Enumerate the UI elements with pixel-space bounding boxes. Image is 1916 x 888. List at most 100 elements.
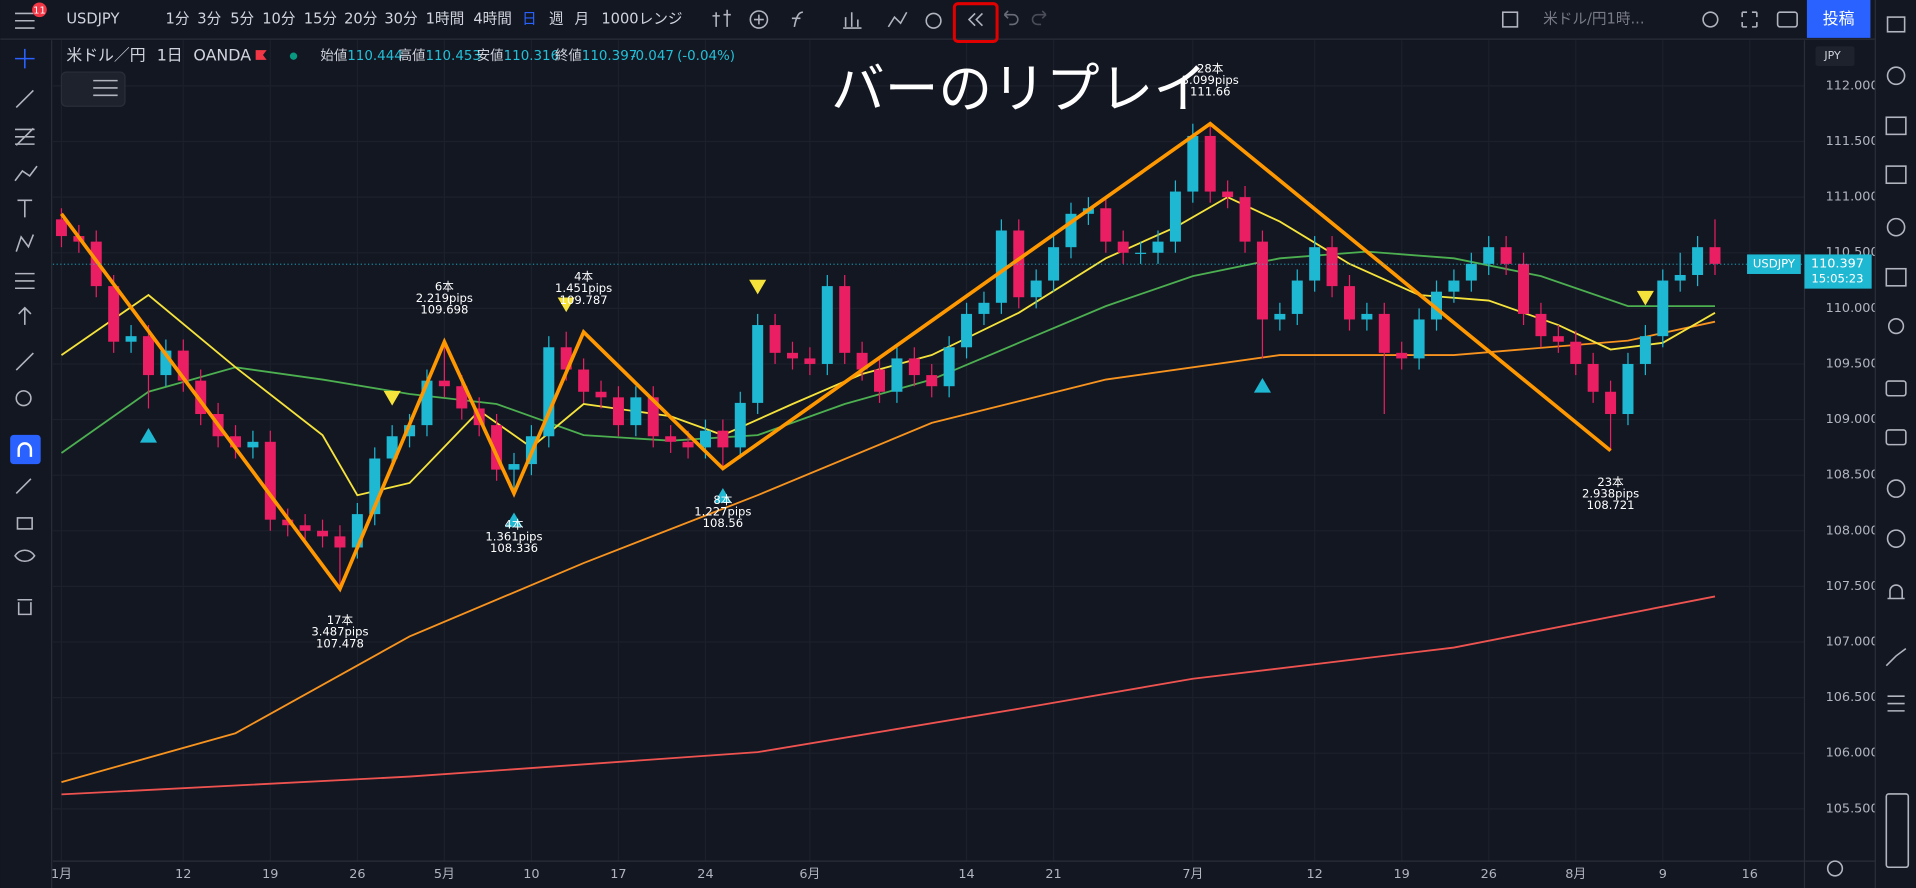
- replay-button[interactable]: [967, 12, 983, 27]
- candle-body: [1483, 247, 1495, 264]
- shape-tool[interactable]: [15, 272, 35, 290]
- ruler-tool[interactable]: [15, 352, 34, 371]
- notifications-icon[interactable]: [1887, 584, 1905, 600]
- candle-body: [1204, 135, 1216, 192]
- zigzag-label: 3.099pips: [1182, 73, 1239, 87]
- lock-tool[interactable]: [16, 517, 33, 530]
- x-tick-label: 5月: [434, 867, 455, 882]
- interval-button[interactable]: 日: [522, 11, 537, 28]
- broadcast-icon[interactable]: [1886, 479, 1906, 498]
- watchlist-icon[interactable]: [1886, 16, 1906, 33]
- candle-body: [595, 391, 607, 398]
- interval-button[interactable]: 4時間: [473, 11, 512, 28]
- indicator-toggle[interactable]: [60, 71, 126, 107]
- settings-icon[interactable]: [1702, 11, 1719, 28]
- candle-body: [908, 358, 920, 376]
- news-icon[interactable]: [1885, 116, 1907, 136]
- range[interactable]: 1000レンジ: [601, 11, 682, 28]
- zoom-tool[interactable]: [15, 390, 32, 407]
- symbol[interactable]: USDJPY: [66, 11, 119, 28]
- magnet-tool[interactable]: [10, 434, 41, 465]
- layout-icon[interactable]: [1501, 11, 1519, 28]
- x-tick-label: 26: [349, 867, 365, 882]
- prediction-tool[interactable]: [15, 234, 35, 252]
- publish-button[interactable]: [1806, 0, 1871, 38]
- remove-tool[interactable]: [17, 598, 33, 616]
- fullscreen-icon[interactable]: [1741, 11, 1758, 28]
- candle-body: [1030, 280, 1042, 298]
- publish-label[interactable]: 投稿: [1823, 9, 1855, 28]
- candle-body: [612, 397, 624, 426]
- undo-icon[interactable]: [1003, 10, 1019, 26]
- candle-body: [1100, 208, 1112, 242]
- candle-body: [699, 430, 711, 448]
- zigzag-label: 28本: [1197, 61, 1224, 75]
- interval-button[interactable]: 20分: [344, 11, 378, 28]
- interval-button[interactable]: 週: [549, 11, 564, 28]
- sell-signal: [557, 297, 575, 313]
- trend-icon[interactable]: [1885, 647, 1907, 667]
- calendar-icon[interactable]: [1885, 267, 1907, 287]
- interval-button[interactable]: 30分: [384, 11, 418, 28]
- ideas-icon[interactable]: [1887, 318, 1905, 335]
- interval-button[interactable]: 5分: [230, 11, 254, 28]
- interval-button[interactable]: 10分: [262, 11, 296, 28]
- interval-button[interactable]: 月: [574, 11, 589, 28]
- text-tool[interactable]: [17, 199, 33, 218]
- candle-type-icon[interactable]: [712, 9, 731, 27]
- candle-body: [1065, 213, 1077, 248]
- interval-button[interactable]: 3分: [197, 11, 221, 28]
- icon-tool[interactable]: [18, 306, 32, 325]
- crosshair-tool[interactable]: [15, 48, 35, 69]
- candle-body: [560, 347, 572, 370]
- x-tick-label: 6月: [799, 867, 820, 882]
- pattern-tool[interactable]: [14, 165, 38, 182]
- compare-symbol[interactable]: 米ドル/円1時...: [1543, 11, 1644, 28]
- panel-toggle[interactable]: [1885, 793, 1910, 869]
- indicator-icon[interactable]: [791, 11, 803, 28]
- y-tick-label: 109.000: [1826, 412, 1879, 427]
- add-icon[interactable]: [749, 10, 769, 29]
- currency[interactable]: JPY: [1823, 49, 1841, 62]
- y-tick-label: 105.500: [1826, 801, 1879, 816]
- axis-settings[interactable]: [1826, 860, 1844, 877]
- price-tag: [1804, 254, 1872, 289]
- draw-mode-tool[interactable]: [15, 478, 32, 495]
- menu-button[interactable]: [15, 12, 35, 29]
- x-tick-label: 21: [1045, 867, 1061, 882]
- candle-body: [299, 525, 311, 531]
- chat-icon[interactable]: [1885, 380, 1907, 397]
- y-tick-label: 106.000: [1826, 746, 1879, 761]
- template-icon[interactable]: [843, 12, 862, 29]
- candle-body: [1274, 313, 1286, 320]
- y-tick-label: 108.000: [1826, 523, 1879, 538]
- interval-button[interactable]: 1分: [166, 11, 190, 28]
- compare-icon[interactable]: [887, 11, 908, 28]
- data-window-icon[interactable]: [1885, 165, 1907, 185]
- zigzag-label: 8本: [713, 493, 732, 507]
- interval-button[interactable]: 1時間: [426, 11, 465, 28]
- candle-body: [1256, 241, 1268, 320]
- candle-body: [1117, 241, 1129, 253]
- interval-button[interactable]: 15分: [304, 11, 338, 28]
- candle-body: [1657, 280, 1669, 337]
- overlay-title: バーのリプレイ: [831, 57, 1207, 120]
- hide-tool[interactable]: [14, 549, 36, 563]
- x-tick-label: 1月: [51, 867, 72, 882]
- candle-body: [1500, 247, 1512, 264]
- alerts-icon[interactable]: [1886, 66, 1906, 86]
- replay-panel-icon[interactable]: [1886, 529, 1906, 549]
- market-status: [289, 52, 298, 60]
- redo-icon[interactable]: [1031, 10, 1047, 26]
- candle-body: [55, 219, 67, 237]
- currency-button[interactable]: [1815, 46, 1855, 66]
- candle-body: [578, 369, 590, 392]
- candle-body: [1413, 319, 1425, 359]
- fib-tool[interactable]: [15, 127, 35, 146]
- list-icon[interactable]: [1887, 695, 1905, 712]
- line-tool[interactable]: [15, 89, 34, 109]
- streams-icon[interactable]: [1885, 429, 1907, 446]
- snapshot-icon[interactable]: [1776, 11, 1798, 28]
- alert-icon[interactable]: [925, 12, 942, 29]
- hotlist-icon[interactable]: [1886, 217, 1906, 237]
